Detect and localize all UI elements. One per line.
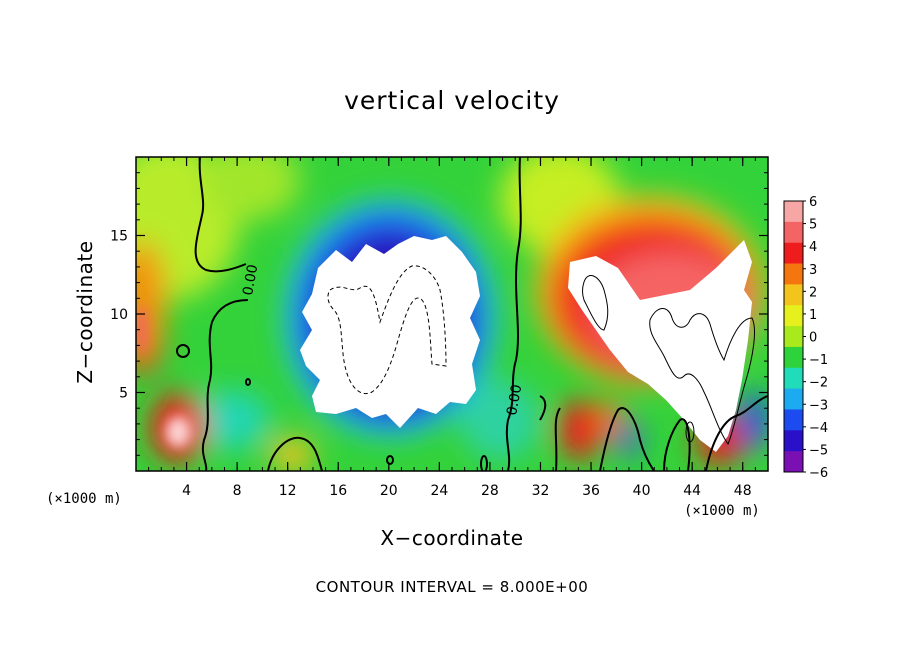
colorbar-swatch [784, 388, 803, 410]
x-tick-label: 24 [430, 483, 448, 499]
colorbar-label: 1 [809, 308, 817, 323]
bottom-contour [267, 436, 323, 471]
y-tick-label: 15 [110, 229, 128, 245]
colorbar-swatch [784, 326, 803, 348]
updraft-inner-contour [582, 275, 609, 331]
colorbar-label: −1 [809, 353, 828, 368]
contour-label-1: 0.00 [240, 263, 261, 296]
contour-lines-thin [327, 265, 755, 446]
tiny-contour-loop [245, 378, 251, 386]
colorbar-swatch [784, 221, 803, 244]
colorbar-swatch [784, 346, 803, 369]
colorbar-swatch [784, 451, 803, 473]
x-tick-label: 12 [279, 483, 297, 499]
y-axis-label: Z−coordinate [73, 240, 97, 384]
colorbar-label: 0 [809, 331, 817, 346]
svg-text:0.00: 0.00 [240, 263, 261, 296]
tiny-contour-loop-3 [480, 455, 488, 471]
colorbar-label: −5 [809, 443, 828, 458]
colorbar-swatch [784, 305, 803, 327]
colorbar: 6 5 4 3 2 1 0 −1 −2 −3 −4 −5 −6 [783, 195, 828, 481]
downdraft-core [300, 236, 480, 428]
colorbar-swatch [784, 430, 803, 452]
x-unit-label-left: (×1000 m) [46, 491, 122, 507]
contour-lines [176, 157, 768, 471]
y-tick-label: 10 [110, 307, 128, 323]
colorbar-swatch [784, 409, 803, 431]
y-axis: 5 10 15 [110, 172, 768, 456]
zero-contour-center [505, 157, 522, 471]
x-tick-label: 8 [233, 483, 242, 499]
x-tick-label: 44 [683, 483, 701, 499]
small-contour-loop [176, 344, 190, 358]
x-unit-label-right: (×1000 m) [684, 503, 760, 519]
x-tick-label: 16 [329, 483, 347, 499]
negative-contour [327, 265, 447, 394]
updraft-core [568, 240, 752, 452]
svg-text:0.00: 0.00 [504, 383, 525, 416]
x-tick-label: 32 [532, 483, 550, 499]
colorbar-label: −3 [809, 398, 828, 413]
updraft-inner-loop [685, 421, 695, 443]
x-tick-label: 48 [734, 483, 752, 499]
field-layer [136, 157, 768, 471]
contour-interval-note: CONTOUR INTERVAL = 8.000E+00 [315, 578, 589, 596]
colorbar-swatch [784, 263, 803, 285]
colorbar-label: 4 [809, 240, 817, 255]
zero-contour-left [194, 157, 249, 471]
colorbar-swatch [784, 201, 803, 223]
contour-label-2: 0.00 [504, 383, 525, 416]
x-tick-label: 20 [380, 483, 398, 499]
updraft-inner-contour-2 [649, 308, 755, 446]
x-tick-label: 28 [481, 483, 499, 499]
x-tick-label: 4 [182, 483, 191, 499]
colorbar-label: 3 [809, 263, 817, 278]
colorbar-swatch [784, 242, 803, 265]
chart-title: vertical velocity [344, 86, 560, 115]
colorbar-label: 6 [809, 195, 817, 210]
x-tick-label: 36 [582, 483, 600, 499]
colorbar-swatch [784, 284, 803, 306]
y-tick-label: 5 [119, 386, 128, 402]
colorbar-label: −4 [809, 421, 828, 436]
zero-contour-right [539, 395, 768, 471]
colorbar-swatch [784, 367, 803, 390]
x-axis: 4 8 12 16 20 24 28 32 36 40 44 48 [148, 157, 756, 499]
colorbar-label: 2 [809, 285, 817, 300]
colorbar-label: −2 [809, 376, 828, 391]
x-tick-label: 40 [633, 483, 651, 499]
colorbar-label: −6 [809, 466, 828, 481]
tiny-contour-loop-2 [386, 455, 394, 465]
x-axis-label: X−coordinate [380, 526, 524, 550]
colorbar-label: 5 [809, 218, 817, 233]
